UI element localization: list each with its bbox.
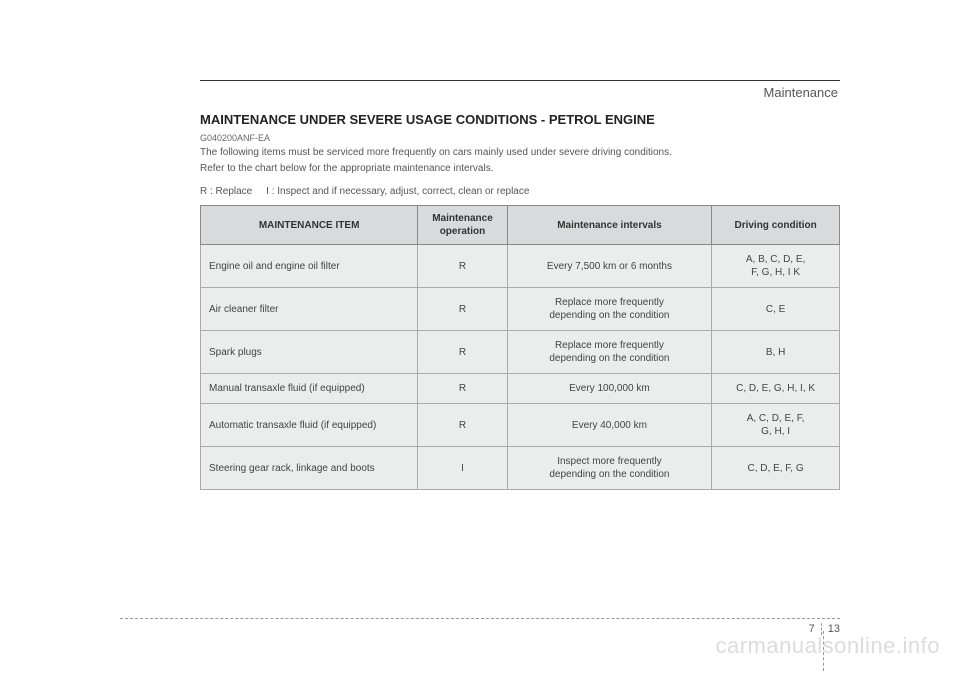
cell-cond: C, D, E, F, G — [712, 447, 840, 490]
cell-cond: B, H — [712, 331, 840, 374]
intro-line-2: Refer to the chart below for the appropr… — [200, 162, 840, 176]
cell-interval: Replace more frequentlydepending on the … — [507, 288, 711, 331]
page-content: Maintenance MAINTENANCE UNDER SEVERE USA… — [0, 0, 960, 530]
table-body: Engine oil and engine oil filter R Every… — [201, 245, 840, 490]
cell-op: R — [418, 374, 507, 404]
watermark: carmanualsonline.info — [715, 633, 940, 659]
col-header-operation: Maintenance operation — [418, 206, 507, 245]
cell-item: Engine oil and engine oil filter — [201, 245, 418, 288]
cell-cond: C, E — [712, 288, 840, 331]
cell-item: Steering gear rack, linkage and boots — [201, 447, 418, 490]
cell-item: Spark plugs — [201, 331, 418, 374]
col-header-intervals: Maintenance intervals — [507, 206, 711, 245]
cell-op: R — [418, 245, 507, 288]
cell-cond: A, C, D, E, F,G, H, I — [712, 404, 840, 447]
table-row: Spark plugs R Replace more frequentlydep… — [201, 331, 840, 374]
cell-op: R — [418, 288, 507, 331]
table-row: Manual transaxle fluid (if equipped) R E… — [201, 374, 840, 404]
intro-line-1: The following items must be serviced mor… — [200, 146, 840, 160]
cell-item: Air cleaner filter — [201, 288, 418, 331]
maintenance-table: MAINTENANCE ITEM Maintenance operation M… — [200, 205, 840, 490]
cell-item: Automatic transaxle fluid (if equipped) — [201, 404, 418, 447]
col-header-condition: Driving condition — [712, 206, 840, 245]
table-row: Automatic transaxle fluid (if equipped) … — [201, 404, 840, 447]
page-footer: 7 13 — [120, 618, 840, 619]
cell-interval: Every 7,500 km or 6 months — [507, 245, 711, 288]
cell-interval: Inspect more frequentlydepending on the … — [507, 447, 711, 490]
cell-op: R — [418, 331, 507, 374]
cell-op: I — [418, 447, 507, 490]
cell-interval: Replace more frequentlydepending on the … — [507, 331, 711, 374]
table-header-row: MAINTENANCE ITEM Maintenance operation M… — [201, 206, 840, 245]
document-code: G040200ANF-EA — [200, 133, 840, 143]
table-row: Steering gear rack, linkage and boots I … — [201, 447, 840, 490]
section-label: Maintenance — [200, 85, 840, 100]
legend: R : Replace I : Inspect and if necessary… — [200, 186, 840, 197]
cell-item: Manual transaxle fluid (if equipped) — [201, 374, 418, 404]
header-rule — [200, 80, 840, 81]
cell-op: R — [418, 404, 507, 447]
cell-interval: Every 100,000 km — [507, 374, 711, 404]
cell-cond: C, D, E, G, H, I, K — [712, 374, 840, 404]
cell-interval: Every 40,000 km — [507, 404, 711, 447]
cell-cond: A, B, C, D, E,F, G, H, I K — [712, 245, 840, 288]
table-row: Engine oil and engine oil filter R Every… — [201, 245, 840, 288]
page-heading: MAINTENANCE UNDER SEVERE USAGE CONDITION… — [200, 112, 840, 127]
col-header-item: MAINTENANCE ITEM — [201, 206, 418, 245]
table-row: Air cleaner filter R Replace more freque… — [201, 288, 840, 331]
